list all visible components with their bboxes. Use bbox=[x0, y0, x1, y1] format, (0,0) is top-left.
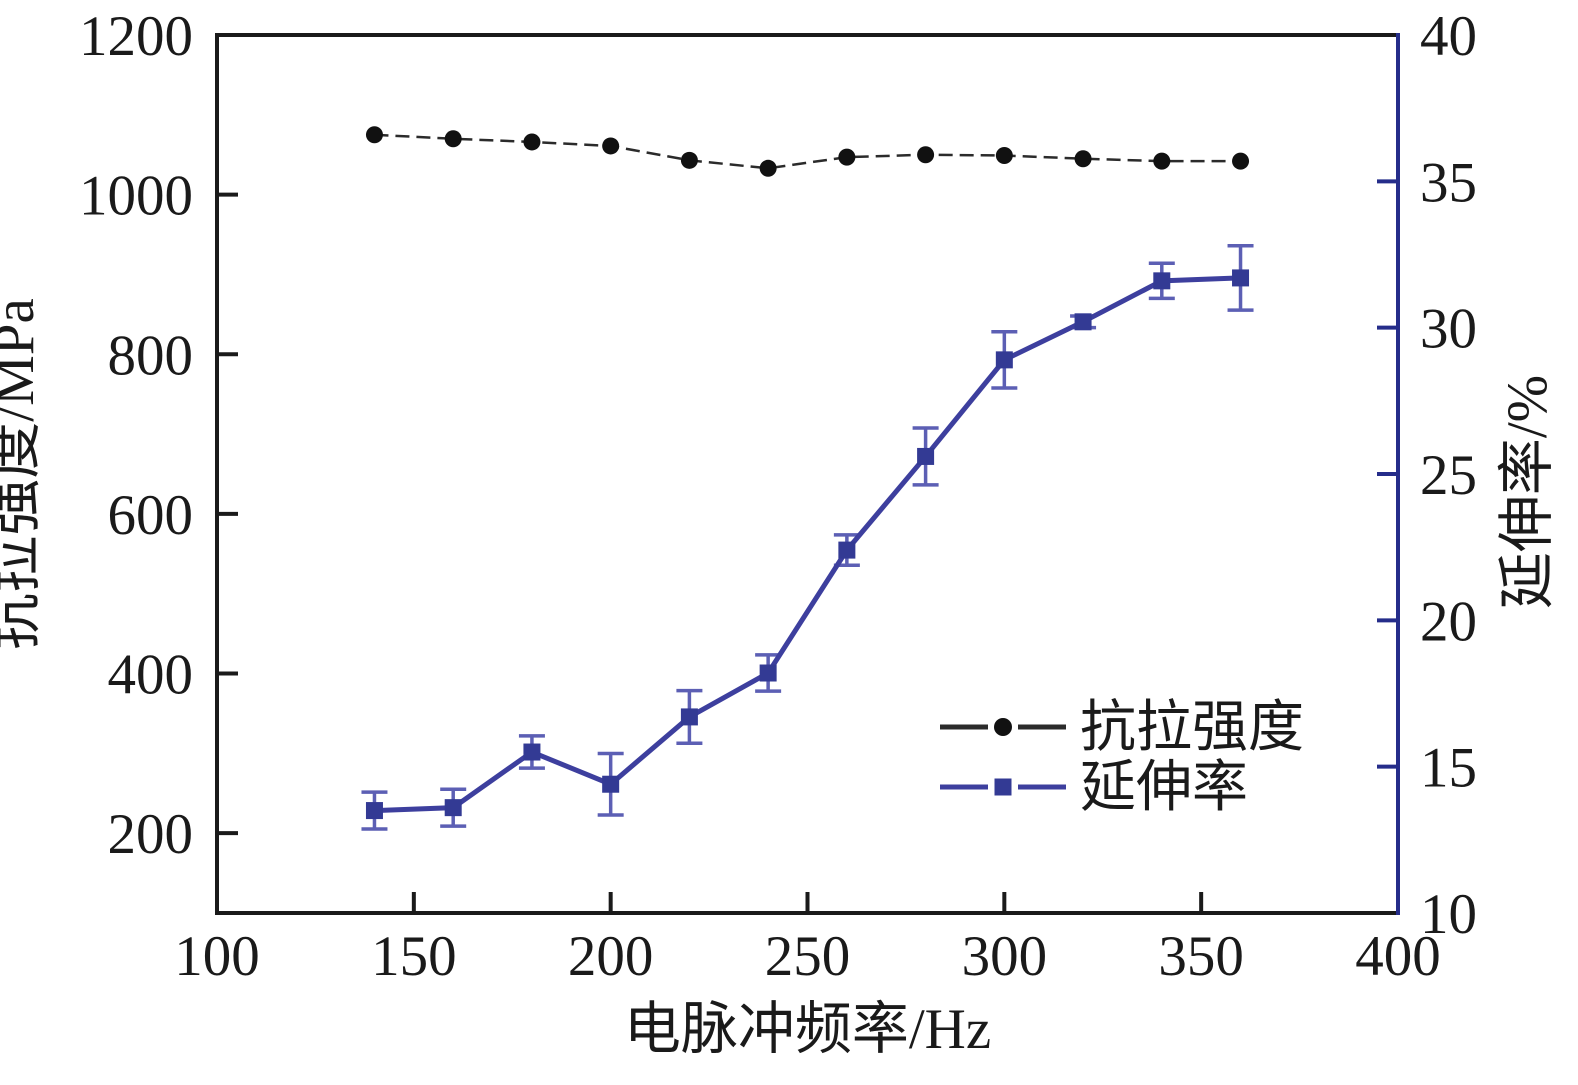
right-tick-label: 15 bbox=[1420, 737, 1477, 800]
right-tick-label: 35 bbox=[1420, 151, 1477, 214]
right-tick-label: 30 bbox=[1420, 298, 1477, 361]
data-point-marker bbox=[680, 151, 698, 169]
left-tick-label: 600 bbox=[108, 484, 194, 547]
right-tick-label: 25 bbox=[1420, 444, 1477, 507]
x-axis-ticks bbox=[411, 892, 1204, 913]
left-axis-title: 抗拉强度/MPa bbox=[0, 298, 46, 650]
data-point-marker bbox=[1153, 272, 1171, 290]
data-point-marker bbox=[365, 802, 383, 820]
legend-row-延伸率 bbox=[940, 778, 1066, 796]
data-point-marker bbox=[365, 126, 383, 144]
x-axis-title: 电脉冲频率/Hz bbox=[624, 998, 991, 1061]
data-point-marker bbox=[444, 130, 462, 148]
data-point-marker bbox=[1153, 152, 1171, 170]
x-tick-label: 150 bbox=[371, 925, 457, 988]
data-point-marker bbox=[1074, 150, 1092, 168]
right-tick-label: 10 bbox=[1420, 883, 1477, 946]
data-point-marker bbox=[444, 799, 462, 817]
legend bbox=[940, 718, 1066, 796]
right-tick-label: 40 bbox=[1420, 5, 1477, 68]
legend-label: 抗拉强度 bbox=[1080, 697, 1304, 759]
data-point-marker bbox=[523, 133, 541, 151]
series-延伸率 bbox=[361, 243, 1254, 831]
x-tick-label: 300 bbox=[962, 925, 1048, 988]
data-point-marker bbox=[1074, 313, 1092, 331]
data-point-marker bbox=[995, 147, 1013, 165]
right-axis-title: 延伸率/% bbox=[1496, 375, 1559, 609]
legend-row-抗拉强度 bbox=[940, 718, 1066, 736]
legend-marker-square bbox=[994, 778, 1012, 796]
x-tick-label: 250 bbox=[765, 925, 851, 988]
x-tick-label: 100 bbox=[174, 925, 260, 988]
data-point-marker bbox=[759, 664, 777, 682]
left-tick-label: 400 bbox=[108, 644, 194, 707]
right-axis-ticks bbox=[1377, 179, 1398, 769]
data-point-marker bbox=[917, 447, 935, 465]
left-axis-ticks bbox=[217, 192, 238, 836]
left-tick-label: 800 bbox=[108, 324, 194, 387]
series-抗拉强度 bbox=[365, 126, 1250, 177]
data-point-marker bbox=[602, 775, 620, 793]
data-point-marker bbox=[1232, 152, 1250, 170]
series-line-抗拉强度 bbox=[374, 133, 1241, 170]
left-tick-label: 1200 bbox=[79, 5, 193, 68]
data-point-marker bbox=[759, 159, 777, 177]
right-tick-label: 20 bbox=[1420, 590, 1477, 653]
data-point-marker bbox=[838, 541, 856, 559]
data-point-marker bbox=[917, 146, 935, 164]
legend-label: 延伸率 bbox=[1080, 757, 1248, 819]
data-point-marker bbox=[838, 148, 856, 166]
x-tick-label: 350 bbox=[1158, 925, 1244, 988]
x-tick-label: 200 bbox=[568, 925, 654, 988]
data-point-marker bbox=[1232, 269, 1250, 287]
series-line-延伸率 bbox=[374, 275, 1241, 814]
left-tick-label: 1000 bbox=[79, 165, 193, 228]
data-point-marker bbox=[680, 708, 698, 726]
data-point-marker bbox=[995, 351, 1013, 369]
data-point-marker bbox=[523, 743, 541, 761]
left-tick-label: 200 bbox=[108, 803, 194, 866]
data-point-marker bbox=[602, 137, 620, 155]
legend-marker-circle bbox=[994, 718, 1012, 736]
x-tick-label: 400 bbox=[1355, 925, 1441, 988]
